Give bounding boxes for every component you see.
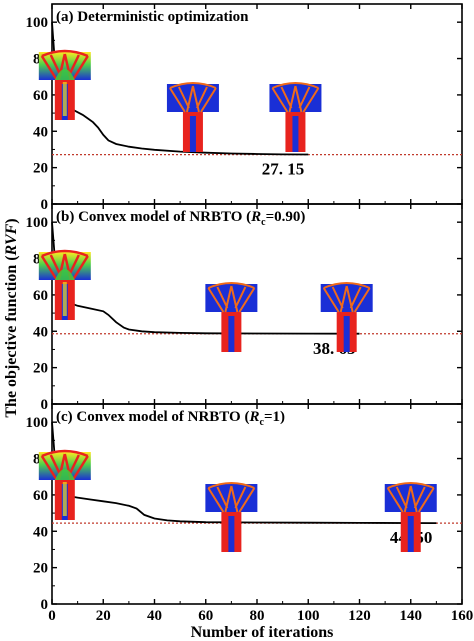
panel-title: (a) Deterministic optimization [56,9,249,25]
y-tick-label: 20 [33,161,48,177]
snapshot-truss [40,49,89,81]
panel-title-symbol: R [250,209,261,225]
y-tick-label: 60 [33,288,48,304]
x-tick-label: 40 [147,608,162,624]
snapshot-core-highlight [62,82,67,116]
series-line [51,222,360,335]
panels-group: 0 20 40 60 80 100 (a) Deterministic optimizati… [26,3,474,624]
topology-snapshot-3 [269,82,322,152]
y-axis-label-prefix: The objective function ( [3,255,20,417]
snapshot-green-region [54,269,75,280]
panel-title-subscript: c [261,217,266,228]
snapshot-truss [322,282,371,313]
y-axis-label-italic: RVF [3,223,20,256]
panel-title: (b) Convex model of NRBTO (Rc=0.90) [56,209,305,228]
snapshot-truss [271,82,320,113]
panel-title-suffix: =1) [264,409,285,425]
y-tick-label: 100 [26,15,49,31]
x-tick-label: 60 [198,608,213,624]
topology-snapshot-1 [38,449,91,520]
x-tick-label: 120 [348,608,371,624]
snapshot-core-highlight [62,282,67,316]
y-tick-label: 0 [41,197,49,213]
y-tick-label: 40 [33,324,48,340]
topology-snapshot-2 [166,82,219,152]
snapshot-stem-core [189,116,196,152]
x-tick-label: 0 [48,608,56,624]
panel-c: 020406080100020406080100120140160(c) Con… [26,403,474,624]
snapshot-stem-core [292,116,299,152]
panel-title-suffix: =0.90) [266,209,306,225]
y-tick-label: 20 [33,561,48,577]
panel-title-symbol: R [248,409,259,425]
y-tick-label: 100 [26,415,49,431]
y-tick-label: 20 [33,361,48,377]
topology-snapshot-1 [38,49,91,120]
y-tick-label: 0 [41,597,49,613]
snapshot-truss [169,82,217,113]
snapshot-stem-core [343,316,350,352]
topology-snapshot-2 [205,482,258,552]
snapshot-stem-core [407,516,414,552]
x-tick-label: 20 [96,608,111,624]
snapshot-truss [207,482,256,513]
y-axis-label-suffix: ) [3,218,20,223]
panel-title: (c) Convex model of NRBTO (Rc=1) [56,409,285,428]
panel-title-prefix: (b) Convex model of NRBTO ( [56,209,251,225]
y-tick-label: 40 [33,524,48,540]
y-axis-label: The objective function (RVF) [3,218,20,417]
snapshot-green-region [54,69,75,80]
x-tick-label: 80 [250,608,265,624]
topology-snapshot-1 [38,249,91,320]
y-tick-label: 60 [33,88,48,104]
y-tick-label: 0 [41,397,49,413]
snapshot-truss [40,249,89,281]
snapshot-core-highlight [62,482,67,516]
y-tick-label: 40 [33,124,48,140]
y-tick-label: 100 [26,215,49,231]
snapshot-truss [40,449,89,481]
x-axis-label: Number of iterations [191,624,334,641]
y-tick-label: 60 [33,488,48,504]
snapshot-green-region [54,469,75,480]
x-tick-label: 160 [451,608,474,624]
x-tick-label: 100 [297,608,320,624]
panel-title-subscript: c [259,417,264,428]
plot-frame [51,3,463,205]
final-value-label: 27. 15 [262,160,305,179]
snapshot-truss [386,482,435,513]
topology-snapshot-3 [384,482,437,552]
topology-snapshot-3 [320,282,373,352]
snapshot-stem-core [228,516,235,552]
x-tick-label: 140 [400,608,423,624]
snapshot-stem-core [228,316,235,352]
snapshot-truss [207,282,256,313]
panel-title-prefix: (c) Convex model of NRBTO ( [56,409,249,425]
topology-snapshot-2 [205,282,258,352]
